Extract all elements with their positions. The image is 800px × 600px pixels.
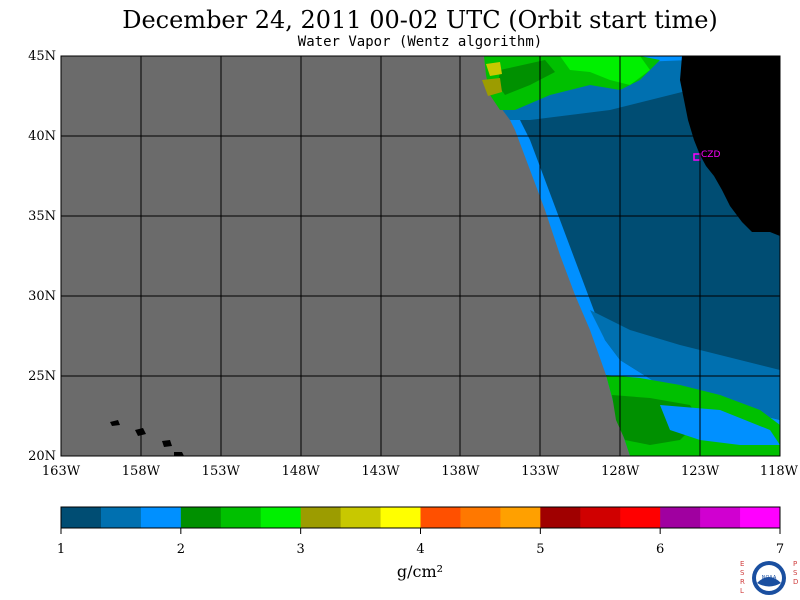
colorbar-tick-label: 4 (416, 542, 424, 557)
station-label: CZD (701, 150, 720, 160)
colorbar-tick-label: 2 (177, 542, 185, 557)
vapor-light-blue-south (660, 405, 780, 445)
land-hawaii-big-island (174, 452, 184, 456)
colorbar-swatch (180, 507, 222, 528)
colorbar-swatch (140, 507, 182, 528)
vapor-dark-green-north (498, 60, 555, 95)
longitude-tick-label: 143W (361, 464, 400, 479)
colorbar-swatch (380, 507, 421, 528)
map-subtitle: Water Vapor (Wentz algorithm) (297, 34, 543, 50)
colorbar-swatch (100, 507, 142, 528)
svg-text:NOAA: NOAA (762, 575, 777, 581)
colorbar-tick-label: 3 (297, 542, 305, 557)
colorbar-swatch (420, 507, 461, 528)
latitude-tick-label: 30N (28, 289, 56, 304)
colorbar-swatch (460, 507, 501, 528)
colorbar-unit-label: g/cm² (396, 562, 444, 581)
latitude-tick-label: 40N (28, 129, 56, 144)
colorbar-swatch (620, 507, 661, 528)
longitude-tick-label: 153W (202, 464, 241, 479)
colorbar-tick-label: 6 (656, 542, 664, 557)
colorbar-tick-labels: 1 2 3 4 5 6 7 (57, 528, 784, 557)
land-hawaii-maui (162, 440, 172, 447)
colorbar (60, 506, 781, 529)
vapor-olive-north (482, 78, 502, 96)
longitude-tick-label: 138W (441, 464, 480, 479)
latitude-labels: 45N 40N 35N 30N 25N 20N (28, 49, 56, 464)
colorbar-swatch (220, 507, 262, 528)
latitude-tick-label: 25N (28, 369, 56, 384)
colorbar-swatch (540, 507, 581, 528)
longitude-tick-label: 118W (760, 464, 799, 479)
longitude-tick-label: 133W (521, 464, 560, 479)
land-hawaii-kauai (110, 420, 120, 426)
longitude-tick-label: 148W (282, 464, 321, 479)
colorbar-swatch (740, 507, 781, 528)
colorbar-swatch (61, 507, 102, 528)
longitude-tick-label: 163W (42, 464, 81, 479)
colorbar-swatch (580, 507, 621, 528)
longitude-labels: 163W 158W 153W 148W 143W 138W 133W 128W 123W 118W (42, 464, 799, 479)
colorbar-swatch (700, 507, 741, 528)
colorbar-tick-label: 7 (776, 542, 784, 557)
vapor-yellow-north (486, 62, 502, 76)
land-north-america (680, 56, 780, 236)
colorbar-swatch (340, 507, 382, 528)
colorbar-swatch (500, 507, 541, 528)
map-plot-area: CZD (60, 55, 781, 457)
colorbar-swatch (260, 507, 302, 528)
vapor-bright-green-north (560, 56, 650, 85)
colorbar-swatch (660, 507, 701, 528)
latitude-tick-label: 35N (28, 209, 56, 224)
colorbar-swatch (300, 507, 342, 528)
map-gridlines (61, 56, 780, 456)
longitude-tick-label: 123W (681, 464, 720, 479)
longitude-tick-label: 158W (122, 464, 161, 479)
colorbar-tick-label: 1 (57, 542, 65, 557)
latitude-tick-label: 20N (28, 449, 56, 464)
map-title: December 24, 2011 00-02 UTC (Orbit start… (122, 6, 718, 34)
latitude-tick-label: 45N (28, 49, 56, 64)
map-frame (60, 55, 781, 457)
svg-text:PSD: PSD (793, 560, 798, 586)
colorbar-tick-label: 5 (536, 542, 544, 557)
longitude-tick-label: 128W (601, 464, 640, 479)
vapor-band-mid-blue-south (590, 310, 780, 420)
